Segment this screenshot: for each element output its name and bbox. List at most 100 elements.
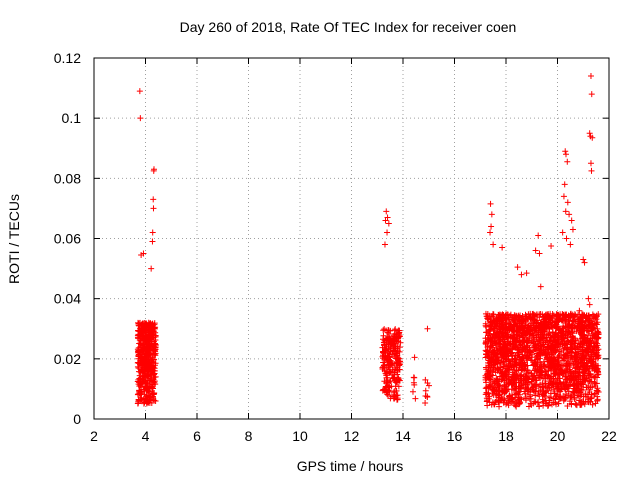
data-point bbox=[386, 354, 393, 361]
data-point bbox=[387, 368, 394, 375]
data-point bbox=[512, 352, 519, 359]
data-point bbox=[547, 364, 554, 371]
data-point bbox=[498, 395, 505, 402]
data-point bbox=[536, 311, 543, 318]
data-point bbox=[488, 211, 495, 218]
data-point bbox=[135, 344, 142, 351]
data-point bbox=[487, 384, 494, 391]
data-point bbox=[559, 325, 566, 332]
data-point bbox=[487, 200, 494, 207]
data-point bbox=[515, 389, 522, 396]
data-point bbox=[149, 351, 156, 358]
data-point bbox=[580, 398, 587, 405]
data-point bbox=[384, 229, 391, 236]
data-point bbox=[547, 375, 554, 382]
data-point bbox=[150, 347, 157, 354]
data-point bbox=[395, 335, 402, 342]
data-point bbox=[140, 400, 147, 407]
data-point bbox=[152, 341, 159, 348]
data-point bbox=[552, 344, 559, 351]
data-point bbox=[145, 319, 152, 326]
data-point bbox=[144, 399, 151, 406]
data-point bbox=[394, 343, 401, 350]
data-point bbox=[593, 313, 600, 320]
data-point bbox=[507, 311, 514, 318]
data-point bbox=[488, 338, 495, 345]
data-point bbox=[576, 307, 583, 314]
data-point bbox=[490, 353, 497, 360]
data-point bbox=[392, 366, 399, 373]
data-point bbox=[145, 327, 152, 334]
data-point bbox=[587, 337, 594, 344]
data-point bbox=[524, 362, 531, 369]
data-point bbox=[563, 324, 570, 331]
data-point bbox=[550, 334, 557, 341]
data-point bbox=[562, 151, 569, 158]
data-point bbox=[493, 330, 500, 337]
data-point bbox=[527, 331, 534, 338]
data-point bbox=[150, 196, 157, 203]
data-point bbox=[485, 349, 492, 356]
data-point bbox=[511, 319, 518, 326]
data-point bbox=[568, 323, 575, 330]
data-point bbox=[503, 350, 510, 357]
data-point bbox=[557, 388, 564, 395]
data-point bbox=[591, 391, 598, 398]
data-point bbox=[522, 317, 529, 324]
data-point bbox=[495, 314, 502, 321]
data-point bbox=[530, 312, 537, 319]
y-axis-label: ROTI / TECUs bbox=[6, 194, 22, 284]
data-point bbox=[552, 356, 559, 363]
data-point bbox=[523, 346, 530, 353]
data-point bbox=[487, 229, 494, 236]
data-point bbox=[552, 399, 559, 406]
data-point bbox=[391, 351, 398, 358]
data-point bbox=[521, 361, 528, 368]
data-point bbox=[409, 388, 416, 395]
data-point bbox=[491, 401, 498, 408]
data-point bbox=[581, 259, 588, 266]
data-point bbox=[507, 376, 514, 383]
data-point bbox=[503, 356, 510, 363]
data-point bbox=[594, 387, 601, 394]
data-point bbox=[140, 362, 147, 369]
data-point bbox=[514, 390, 521, 397]
data-point bbox=[516, 401, 523, 408]
data-point bbox=[380, 362, 387, 369]
data-point bbox=[584, 338, 591, 345]
data-point bbox=[553, 360, 560, 367]
data-point bbox=[146, 324, 153, 331]
data-point bbox=[525, 385, 532, 392]
x-tick-label: 10 bbox=[292, 428, 308, 444]
data-point bbox=[533, 350, 540, 357]
data-point bbox=[549, 354, 556, 361]
data-point bbox=[559, 229, 566, 236]
data-point bbox=[150, 391, 157, 398]
data-point bbox=[585, 377, 592, 384]
data-point bbox=[518, 318, 525, 325]
data-point bbox=[140, 250, 147, 257]
data-point bbox=[560, 362, 567, 369]
data-point bbox=[516, 394, 523, 401]
data-point bbox=[536, 250, 543, 257]
data-point bbox=[509, 369, 516, 376]
data-point bbox=[537, 374, 544, 381]
data-point bbox=[141, 368, 148, 375]
data-point bbox=[562, 208, 569, 215]
data-point bbox=[492, 319, 499, 326]
data-point bbox=[533, 382, 540, 389]
data-point bbox=[562, 351, 569, 358]
data-point bbox=[595, 371, 602, 378]
data-point bbox=[566, 398, 573, 405]
data-point bbox=[500, 377, 507, 384]
data-point bbox=[422, 399, 429, 406]
data-point bbox=[581, 322, 588, 329]
data-point bbox=[588, 318, 595, 325]
data-point bbox=[569, 352, 576, 359]
data-point bbox=[535, 383, 542, 390]
y-tick-label: 0.02 bbox=[54, 351, 81, 367]
data-point bbox=[567, 349, 574, 356]
data-point bbox=[496, 336, 503, 343]
data-point bbox=[149, 365, 156, 372]
data-point bbox=[393, 360, 400, 367]
